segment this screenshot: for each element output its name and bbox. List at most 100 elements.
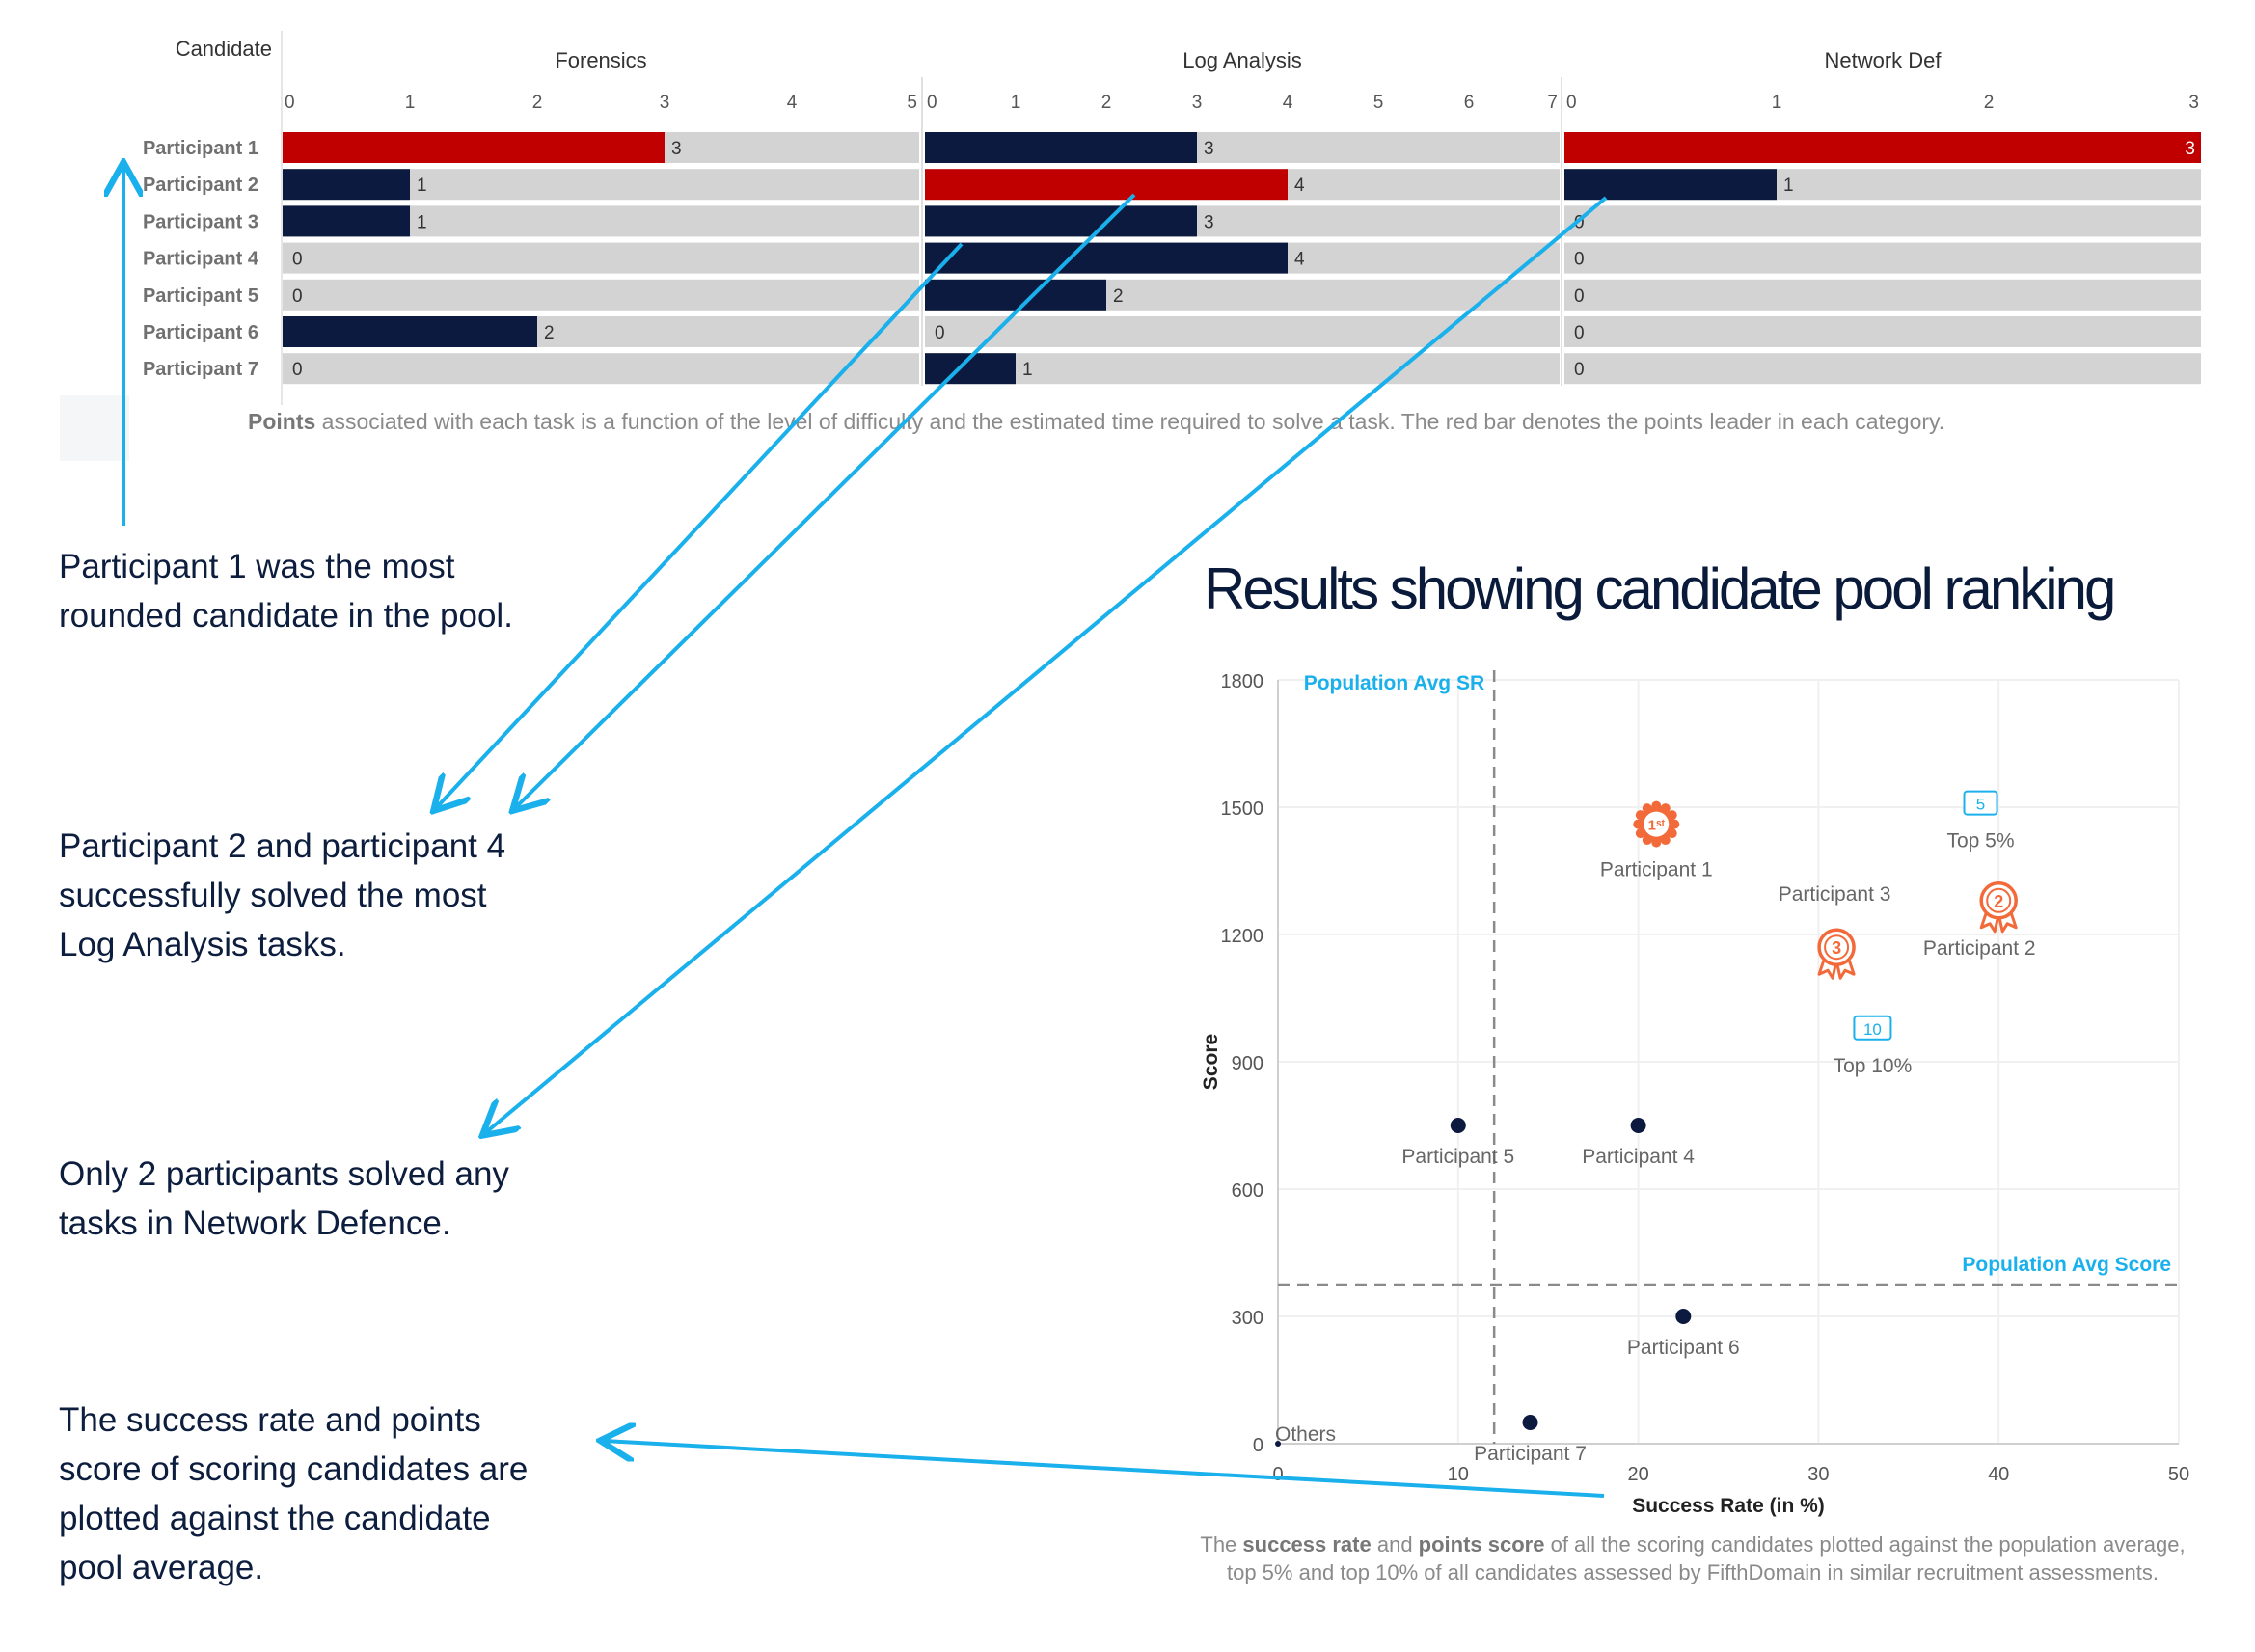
medal-gear-tooth-participant-1-9 xyxy=(1651,800,1662,811)
xtick-40: 40 xyxy=(1988,1464,2009,1485)
track-forensics-participant-4 xyxy=(283,242,919,274)
scatter-chart-caption: The success rate and points score of all… xyxy=(1200,1532,2186,1584)
medal-inner-participant-3 xyxy=(1824,934,1850,961)
point-participant-6 xyxy=(1675,1309,1692,1324)
bar-chart-caption: Points associated with each task is a fu… xyxy=(248,409,1945,434)
medal-face-participant-1 xyxy=(1644,811,1670,837)
medal-ring-participant-2 xyxy=(1979,881,2018,920)
value-label-forensics-participant-2: 1 xyxy=(417,176,427,196)
value-label-network-def-participant-5: 0 xyxy=(1574,286,1585,307)
bar-log-analysis-participant-2 xyxy=(925,169,1288,201)
medal-gear-tooth-participant-1-10 xyxy=(1660,803,1671,814)
track-forensics-participant-5 xyxy=(283,279,919,311)
value-label-forensics-participant-6: 2 xyxy=(544,323,555,343)
tick-forensics-5: 5 xyxy=(907,93,917,113)
candidate-header: Candidate xyxy=(176,37,272,61)
tick-forensics-0: 0 xyxy=(285,93,295,113)
tick-log-analysis-1: 1 xyxy=(1011,93,1021,113)
ytick-1200: 1200 xyxy=(1221,926,1264,947)
ytick-1800: 1800 xyxy=(1221,671,1264,692)
note-success-rate: The success rate and points score of scor… xyxy=(59,1401,529,1586)
value-label-log-analysis-participant-6: 0 xyxy=(935,323,945,343)
point-label-participant-2: Participant 2 xyxy=(1923,937,2036,960)
point-label-participant-4: Participant 4 xyxy=(1582,1146,1695,1168)
point-label-participant-6: Participant 6 xyxy=(1627,1337,1740,1359)
point-label-participant-3: Participant 3 xyxy=(1779,883,1891,906)
ytick-300: 300 xyxy=(1232,1308,1263,1329)
arrow-scatter xyxy=(604,1441,1605,1498)
row-label-participant-4: Participant 4 xyxy=(143,249,259,270)
track-network-def-participant-7 xyxy=(1564,353,2201,385)
tick-forensics-3: 3 xyxy=(660,93,670,113)
ref-label-avg-sr: Population Avg SR xyxy=(1304,672,1484,694)
track-log-analysis-participant-7 xyxy=(925,353,1560,385)
medal-ribbon-participant-3 xyxy=(1817,956,1856,980)
value-label-forensics-participant-1: 3 xyxy=(671,139,682,159)
xtick-10: 10 xyxy=(1448,1464,1469,1485)
point-label-participant-7: Participant 7 xyxy=(1474,1443,1587,1465)
bar-log-analysis-participant-7 xyxy=(925,353,1016,385)
medal-gear-tooth-participant-1-7 xyxy=(1635,810,1645,821)
medal-gear-tooth-participant-1-4 xyxy=(1642,835,1652,846)
medal-gear-tooth-participant-1-6 xyxy=(1633,819,1644,829)
value-label-log-analysis-participant-2: 4 xyxy=(1294,176,1305,196)
bar-log-analysis-participant-3 xyxy=(925,205,1197,237)
bar-forensics-participant-3 xyxy=(283,205,410,237)
tick-log-analysis-6: 6 xyxy=(1464,93,1475,113)
value-label-network-def-participant-6: 0 xyxy=(1574,323,1585,343)
medal-ring-participant-3 xyxy=(1817,928,1856,966)
point-label-participant-1: Participant 1 xyxy=(1600,859,1713,881)
tick-log-analysis-4: 4 xyxy=(1283,93,1293,113)
bar-network-def-participant-1 xyxy=(1564,132,2201,163)
bar-log-analysis-participant-5 xyxy=(925,279,1106,311)
tick-network-def-1: 1 xyxy=(1772,93,1782,113)
point-participant-7 xyxy=(1522,1415,1538,1430)
medal-gear-tooth-participant-1-0 xyxy=(1670,819,1680,829)
badge-top-5 xyxy=(1963,790,1998,816)
medal-ribbon-participant-2 xyxy=(1979,909,2018,934)
benchmark-label-top-5: Top 5% xyxy=(1946,830,2014,853)
x-axis-label: Success Rate (in %) xyxy=(1632,1495,1825,1517)
track-log-analysis-participant-6 xyxy=(925,316,1560,347)
tick-log-analysis-3: 3 xyxy=(1192,93,1203,113)
badge-text-top-10: 10 xyxy=(1863,1020,1882,1039)
point-others xyxy=(1275,1441,1281,1447)
note-network-defence: Only 2 participants solved any tasks in N… xyxy=(59,1155,509,1242)
tick-log-analysis-5: 5 xyxy=(1373,93,1384,113)
value-label-log-analysis-participant-4: 4 xyxy=(1294,250,1305,270)
tick-forensics-2: 2 xyxy=(532,93,543,113)
row-label-participant-6: Participant 6 xyxy=(143,322,258,343)
value-label-forensics-participant-3: 1 xyxy=(417,212,427,232)
value-label-network-def-participant-3: 0 xyxy=(1574,212,1585,232)
row-label-participant-5: Participant 5 xyxy=(143,285,258,307)
medal-inner-participant-2 xyxy=(1986,887,2012,913)
value-label-network-def-participant-2: 1 xyxy=(1783,176,1794,196)
xtick-20: 20 xyxy=(1627,1464,1648,1485)
point-participant-5 xyxy=(1450,1118,1466,1133)
value-label-log-analysis-participant-3: 3 xyxy=(1204,212,1214,232)
tick-network-def-0: 0 xyxy=(1566,93,1577,113)
badge-text-top-5: 5 xyxy=(1976,796,1985,814)
value-label-network-def-participant-4: 0 xyxy=(1574,250,1585,270)
tick-network-def-2: 2 xyxy=(1984,93,1995,113)
tick-forensics-1: 1 xyxy=(405,93,416,113)
ytick-600: 600 xyxy=(1232,1180,1263,1202)
point-label-others: Others xyxy=(1275,1423,1336,1446)
tick-log-analysis-7: 7 xyxy=(1547,93,1558,113)
medal-gear-tooth-participant-1-5 xyxy=(1635,828,1645,839)
panel-title-log-analysis: Log Analysis xyxy=(1182,48,1302,72)
track-network-def-participant-5 xyxy=(1564,279,2201,311)
panel-title-forensics: Forensics xyxy=(555,48,646,72)
xtick-0: 0 xyxy=(1272,1464,1283,1485)
note-log-analysis: Participant 2 and participant 4 successfu… xyxy=(59,827,506,963)
row-label-participant-2: Participant 2 xyxy=(143,175,258,196)
medal-gear-tooth-participant-1-8 xyxy=(1642,803,1652,814)
ytick-1500: 1500 xyxy=(1221,799,1264,820)
bar-network-def-participant-2 xyxy=(1564,169,1777,201)
medal-gear-tooth-participant-1-3 xyxy=(1651,837,1662,848)
value-label-network-def-participant-7: 0 xyxy=(1574,360,1585,380)
medal-text-participant-3: 3 xyxy=(1832,938,1841,958)
row-label-participant-3: Participant 3 xyxy=(143,211,258,232)
ytick-900: 900 xyxy=(1232,1053,1263,1074)
tick-network-def-3: 3 xyxy=(2188,93,2199,113)
